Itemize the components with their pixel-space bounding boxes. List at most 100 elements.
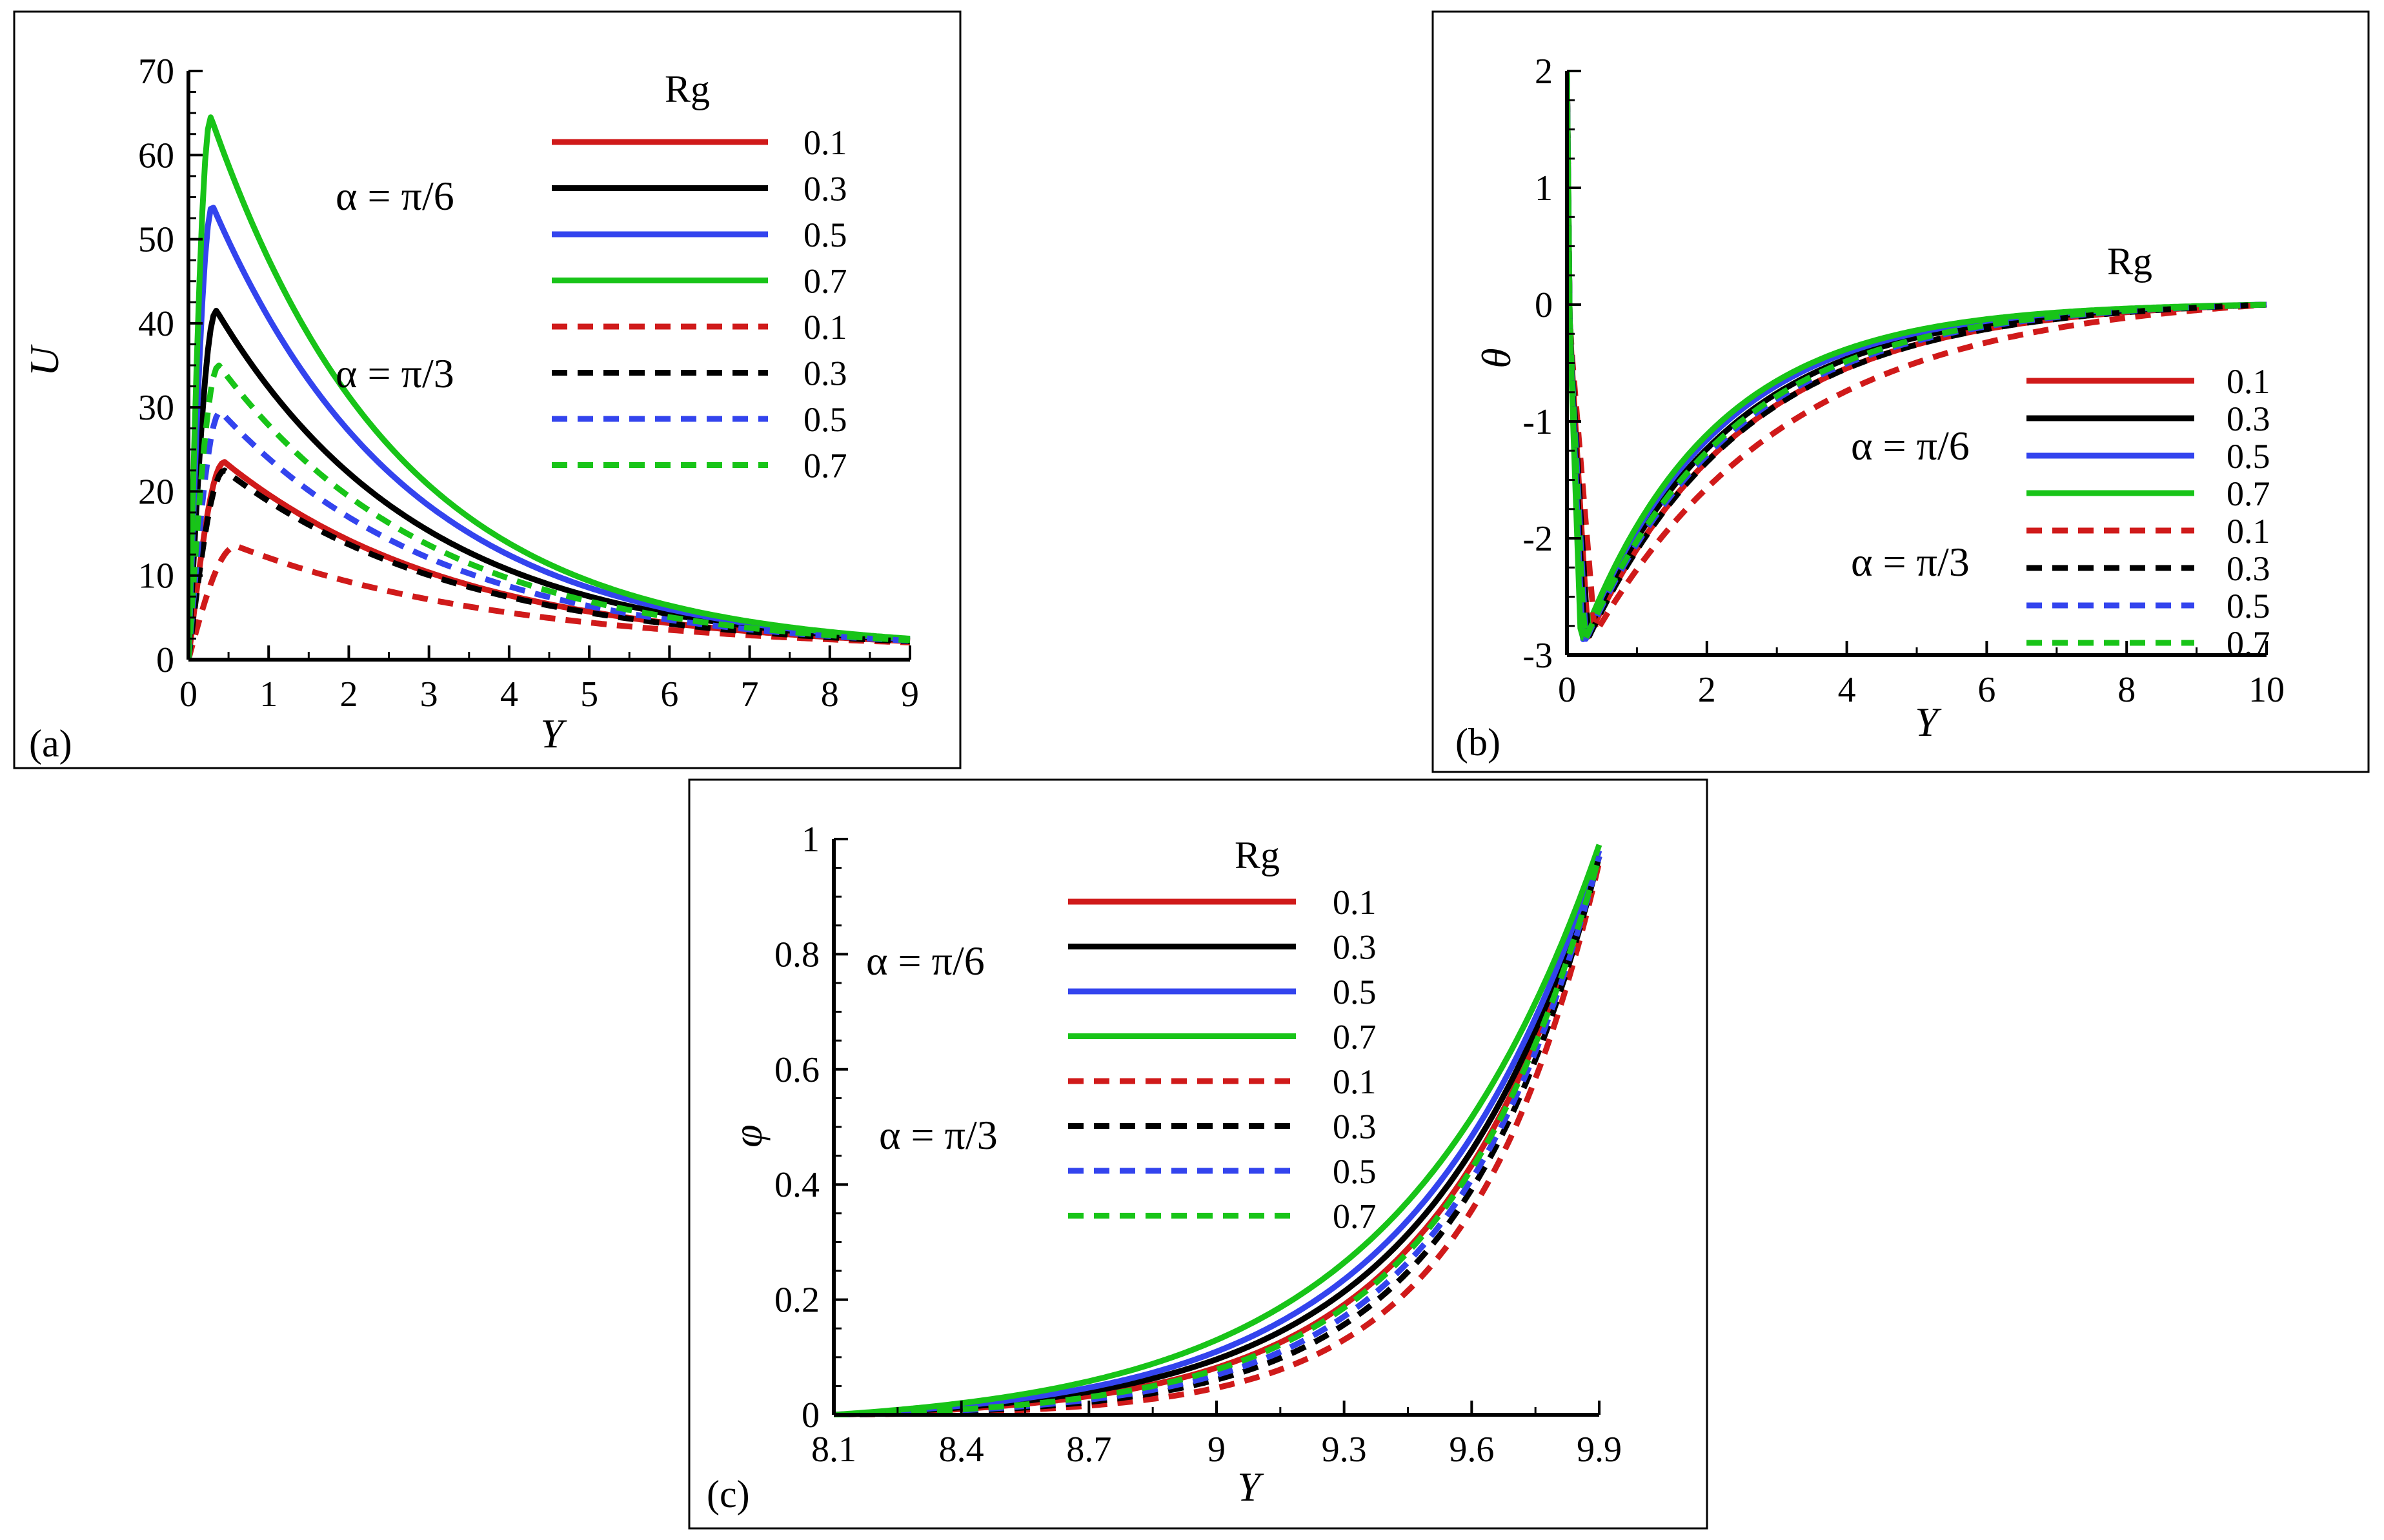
series-dashed-rg-03-line: [188, 467, 911, 660]
legend-title: Rg: [1235, 834, 1280, 876]
x-tick-label: 9: [901, 674, 919, 714]
legend-label: 0.7: [2227, 624, 2270, 663]
series-solid-rg-07-line: [188, 114, 911, 660]
y-tick-label: 0.6: [774, 1050, 820, 1090]
curves: [188, 114, 911, 661]
panel-label: (b): [1455, 721, 1500, 764]
legend-label: 0.5: [803, 216, 847, 254]
series-dashed-rg-07-line: [1567, 70, 2267, 642]
legend-title: Rg: [665, 68, 710, 110]
x-tick-label: 9: [1207, 1430, 1226, 1470]
y-tick-label: 0.8: [774, 935, 820, 975]
series-dashed-rg-01-line: [834, 861, 1602, 1417]
series-dashed-rg-03-line: [834, 855, 1602, 1417]
series-dashed-rg-05-line: [188, 409, 911, 660]
panel-label: (a): [29, 722, 72, 765]
x-axis-label: Y: [540, 711, 567, 756]
y-tick-label: 1: [1535, 168, 1553, 208]
legend-label: 0.3: [2227, 549, 2270, 588]
x-tick-label: 0: [179, 674, 197, 714]
y-tick-label: -2: [1522, 519, 1553, 559]
alpha-dashed-label: α = π/3: [336, 350, 454, 396]
y-tick-label: 70: [138, 52, 174, 92]
y-axis-label: φ: [725, 1124, 771, 1147]
legend-label: 0.7: [1333, 1018, 1377, 1057]
alpha-solid-label: α = π/6: [1851, 423, 1970, 469]
series-dashed-rg-01-line: [1567, 70, 2267, 634]
alpha-dashed-label: α = π/3: [879, 1112, 998, 1158]
x-tick-label: 8.4: [939, 1430, 984, 1470]
x-tick-label: 9.6: [1449, 1430, 1494, 1470]
legend-label: 0.3: [803, 170, 847, 208]
legend-label: 0.3: [803, 354, 847, 393]
legend: Rg 0.1 0.3 0.5 0.7 0.1 0.3 0.5 0.7: [552, 68, 847, 485]
legend-label: 0.7: [2227, 474, 2270, 513]
panel-frame: [688, 778, 1708, 1530]
legend-label: 0.3: [1333, 1108, 1377, 1146]
series-dashed-rg-01-line: [188, 543, 911, 661]
panel-c: 8.1 8.4 8.7 9 9.3 9.6 9.9 0 0.2 0.4 0.6 0.8 1 Yφ (c) Rg…: [688, 778, 1708, 1530]
legend-label: 0.1: [1333, 1062, 1377, 1101]
legend-label: 0.5: [2227, 437, 2270, 476]
legend-label: 0.1: [2227, 512, 2270, 551]
y-tick-label: 0: [1535, 285, 1553, 325]
x-tick-label: 4: [1838, 670, 1856, 710]
legend: Rg0.10.30.50.70.10.30.50.7: [1068, 834, 1377, 1236]
x-tick-label: 8.7: [1066, 1430, 1111, 1470]
y-tick-label: 0: [802, 1395, 820, 1435]
x-tick-label: 8.1: [811, 1430, 856, 1470]
x-tick-label: 6: [1977, 670, 1995, 710]
x-tick-label: 8: [821, 674, 839, 714]
y-tick-label: 10: [138, 556, 174, 596]
y-tick-label: -1: [1522, 402, 1553, 442]
y-tick-label: 60: [138, 136, 174, 176]
x-tick-label: 7: [741, 674, 759, 714]
x-axis-label: Y: [1915, 699, 1942, 745]
panel-b: 0 2 4 6 8 10-3-2-1012Yθ(b)Rg0.10.30.50.70.10.…: [1431, 10, 2370, 773]
legend-label: 0.7: [1333, 1197, 1377, 1236]
legend-label: 0.3: [2227, 400, 2270, 438]
y-tick-label: 2: [1535, 52, 1553, 92]
legend-label: 0.1: [2227, 362, 2270, 401]
legend-label: 0.1: [803, 308, 847, 347]
legend-label: 0.1: [803, 123, 847, 162]
panel-label: (c): [707, 1473, 750, 1515]
alpha-solid-label: α = π/6: [866, 938, 985, 984]
legend-title: Rg: [2107, 240, 2152, 283]
x-tick-label: 0: [1558, 670, 1576, 710]
x-tick-label: 9.9: [1577, 1430, 1622, 1470]
legend-label: 0.5: [1333, 1152, 1377, 1191]
x-tick-label: 4: [500, 674, 518, 714]
series-dashed-rg-07-line: [188, 362, 911, 660]
y-tick-label: 30: [138, 388, 174, 428]
x-axis-label: Y: [1237, 1464, 1264, 1510]
legend-label: 0.7: [803, 447, 847, 485]
panel-a: 0 1 2 3 4 5 6 7 8 9 0 10 20 30 40 50 60 70 Y U (a) Rg 0.1 0.3 0.…: [13, 10, 962, 769]
legend-label: 0.3: [1333, 928, 1377, 967]
legend-label: 0.5: [803, 400, 847, 439]
legend-label: 0.5: [2227, 587, 2270, 625]
x-tick-label: 2: [339, 674, 358, 714]
panel-frame: [13, 10, 962, 769]
legend-label: 0.5: [1333, 973, 1377, 1011]
y-tick-label: 20: [138, 472, 174, 512]
panel-frame: [1431, 10, 2370, 773]
x-tick-label: 5: [580, 674, 598, 714]
legend-label: 0.7: [803, 262, 847, 301]
y-axis-label: U: [21, 344, 67, 376]
x-tick-label: 10: [2248, 670, 2285, 710]
legend: Rg0.10.30.50.70.10.30.50.7: [2026, 240, 2270, 663]
y-tick-label: 1: [802, 820, 820, 860]
x-tick-label: 6: [660, 674, 678, 714]
alpha-solid-label: α = π/6: [336, 173, 454, 219]
y-tick-label: 0.4: [774, 1165, 820, 1205]
y-tick-label: 0.2: [774, 1281, 820, 1321]
x-tick-label: 1: [259, 674, 278, 714]
y-axis-label: θ: [1473, 348, 1519, 368]
y-tick-label: 0: [156, 640, 174, 680]
x-tick-label: 3: [420, 674, 438, 714]
alpha-dashed-label: α = π/3: [1851, 539, 1970, 585]
y-tick-label: 50: [138, 220, 174, 260]
x-tick-label: 2: [1698, 670, 1716, 710]
